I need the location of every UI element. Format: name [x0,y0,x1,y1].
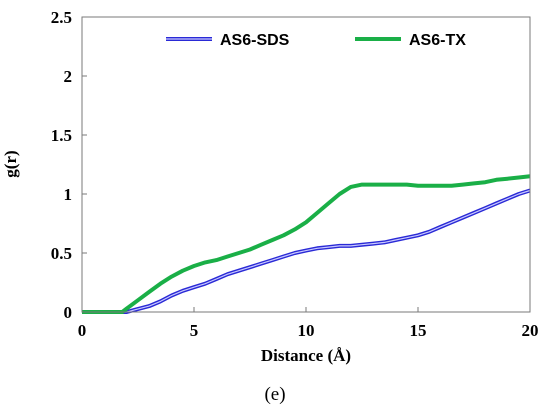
legend-label-as6-sds: AS6-SDS [220,32,290,49]
series-line-as6-sds-inner [82,189,531,313]
x-axis-label: Distance (Å) [261,346,351,365]
series-line-as6-tx [82,174,531,314]
y-tick-label: 1.5 [51,126,72,145]
x-tick-label: 20 [522,321,539,340]
x-tick-label: 10 [298,321,315,340]
y-tick-label: 1 [64,185,73,204]
legend-label-as6-tx: AS6-TX [409,32,466,49]
y-tick-label: 2.5 [51,8,72,27]
x-tick-label: 15 [410,321,427,340]
y-tick-label: 2 [64,67,73,86]
x-tick-label: 5 [190,321,199,340]
panel-label: (e) [264,384,286,405]
x-tick-label: 0 [78,321,87,340]
plot-frame [81,16,531,313]
y-axis-label: g(r) [1,150,20,177]
y-tick-label: 0 [64,303,73,322]
y-tick-label: 0.5 [51,244,72,263]
